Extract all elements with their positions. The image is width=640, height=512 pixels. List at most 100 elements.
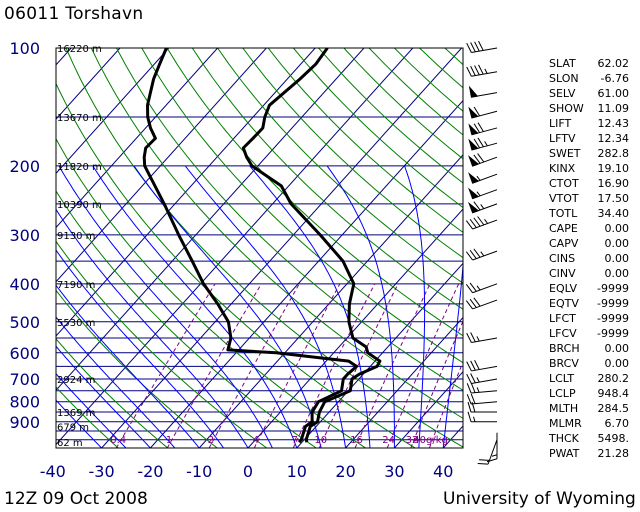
index-row-cinv: CINV 0.00 — [549, 266, 629, 281]
mixing-ratio-line — [253, 283, 341, 448]
index-label: VTOT — [549, 192, 579, 205]
index-label: LCLT — [549, 372, 575, 385]
index-label: LFCV — [549, 327, 577, 340]
mixing-ratio-line — [292, 283, 376, 448]
index-row-slon: SLON -6.76 — [549, 71, 629, 86]
index-label: SHOW — [549, 102, 584, 115]
index-label: EQLV — [549, 282, 578, 295]
moist-adiabat — [56, 284, 200, 448]
mixing-ratio-line — [410, 320, 463, 448]
dry-adiabat — [242, 48, 463, 259]
index-value: 6.70 — [604, 417, 630, 430]
index-row-swet: SWET 282.8 — [549, 146, 629, 161]
dry-adiabat — [116, 48, 463, 391]
height-label: 16220 m — [57, 44, 102, 55]
temperature-tick-label: -40 — [40, 462, 66, 481]
index-value: 0.00 — [604, 342, 630, 355]
stability-indices: SLAT 62.02 SLON -6.76 SELV 61.00 SHOW 11.09 LIFT… — [549, 56, 639, 461]
index-row-lift: LIFT 12.43 — [549, 116, 629, 131]
index-value: -9999 — [597, 282, 629, 295]
wind-barb — [466, 373, 498, 385]
index-row-ctot: CTOT 16.90 — [549, 176, 629, 191]
index-value: 284.5 — [597, 402, 630, 415]
index-value: 12.34 — [597, 132, 630, 145]
wind-barb — [466, 359, 498, 372]
index-row-mlth: MLTH 284.5 — [549, 401, 629, 416]
mixing-ratio-label: 40g/kg — [413, 435, 448, 446]
index-label: SELV — [549, 87, 576, 100]
pressure-tick-label: 200 — [9, 157, 40, 176]
wind-barb — [466, 64, 498, 77]
moist-adiabat — [56, 208, 249, 448]
index-label: LFCT — [549, 312, 576, 325]
mixing-ratio-line — [318, 283, 399, 448]
index-label: CAPE — [549, 222, 578, 235]
mixing-ratio-label: 32 — [406, 435, 419, 446]
index-row-brcv: BRCV 0.00 — [549, 356, 629, 371]
index-value: 0.00 — [604, 222, 630, 235]
wind-barb — [467, 411, 497, 423]
wind-barb — [465, 297, 498, 310]
dry-adiabat — [141, 48, 463, 364]
isotherm — [56, 48, 316, 337]
index-row-vtot: VTOT 17.50 — [549, 191, 629, 206]
index-row-kinx: KINX 19.10 — [549, 161, 629, 176]
index-row-lclt: LCLT 280.2 — [549, 371, 629, 386]
index-label: EQTV — [549, 297, 579, 310]
index-row-eqlv: EQLV -9999 — [549, 281, 629, 296]
index-label: CINV — [549, 267, 576, 280]
dry-adiabat — [267, 48, 463, 233]
dry-adiabat — [217, 48, 463, 284]
plot-frame — [55, 47, 464, 449]
height-label: 7190 m — [57, 280, 95, 291]
temperature-tick-label: -30 — [89, 462, 115, 481]
index-row-capv: CAPV 0.00 — [549, 236, 629, 251]
index-value: 34.40 — [597, 207, 630, 220]
height-label: 5530 m — [57, 318, 95, 329]
index-row-thck: THCK 5498. — [549, 431, 629, 446]
mixing-ratio-label: 0.4 — [110, 435, 126, 446]
index-label: SLON — [549, 72, 579, 85]
pressure-tick-label: 700 — [9, 370, 40, 389]
moist-adiabat — [56, 316, 176, 448]
index-row-lfct: LFCT -9999 — [549, 311, 629, 326]
index-row-totl: TOTL 34.40 — [549, 206, 629, 221]
height-label: 1369 m — [57, 408, 95, 419]
dry-adiabat — [56, 386, 119, 448]
temperature-tick-label: -20 — [137, 462, 163, 481]
dry-adiabat — [56, 190, 317, 448]
wind-barb — [468, 172, 498, 184]
wind-barb — [468, 153, 498, 167]
height-label: 11820 m — [57, 162, 102, 173]
isotherm — [56, 48, 170, 175]
sounding-time: 12Z 09 Oct 2008 — [4, 489, 148, 509]
wind-barb — [468, 201, 498, 214]
index-row-show: SHOW 11.09 — [549, 101, 629, 116]
mixing-ratio-label: 2 — [208, 435, 214, 446]
height-label: 10390 m — [57, 200, 102, 211]
index-value: 21.28 — [597, 447, 630, 460]
index-value: 19.10 — [597, 162, 630, 175]
index-row-lfcv: LFCV -9999 — [549, 326, 629, 341]
index-label: LCLP — [549, 387, 576, 400]
index-value: 0.00 — [604, 267, 630, 280]
index-label: MLMR — [549, 417, 582, 430]
dry-adiabat — [56, 338, 169, 448]
moist-adiabat — [56, 372, 127, 448]
index-value: 0.00 — [604, 237, 630, 250]
index-label: SLAT — [549, 57, 576, 70]
index-value: 5498. — [597, 432, 630, 445]
index-value: 0.00 — [604, 357, 630, 370]
index-value: 282.8 — [597, 147, 630, 160]
source-credit: University of Wyoming — [443, 489, 636, 509]
index-row-mlmr: MLMR 6.70 — [549, 416, 629, 431]
mixing-ratio-line — [208, 283, 300, 448]
index-row-brch: BRCH 0.00 — [549, 341, 629, 356]
pressure-tick-label: 300 — [9, 226, 40, 245]
moist-adiabat — [326, 165, 395, 448]
moist-adiabat — [56, 345, 151, 448]
height-label: 13670 m — [57, 113, 102, 124]
temperature-tick-label: 20 — [335, 462, 355, 481]
isotherm — [56, 48, 267, 283]
index-value: -9999 — [597, 327, 629, 340]
